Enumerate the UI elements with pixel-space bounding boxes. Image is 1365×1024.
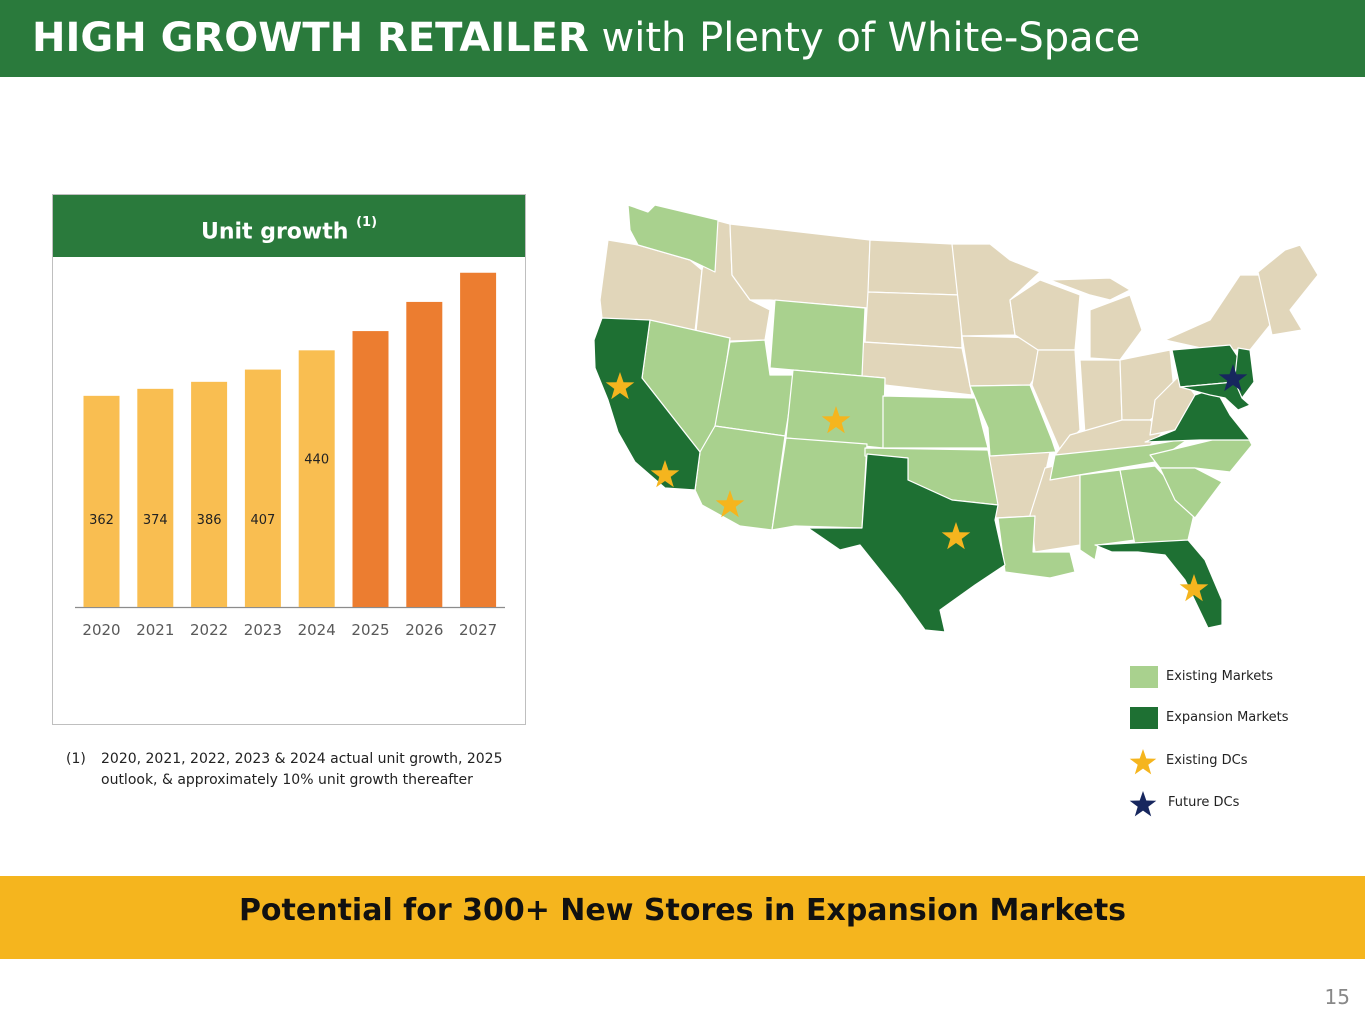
x-tick-label: 2024 <box>298 621 336 639</box>
bar-value-label: 440 <box>304 452 329 467</box>
unit-growth-chart-panel: Unit growth (1) 362 2020 374 2021 386 2022 407… <box>52 194 526 725</box>
x-tick-label: 2021 <box>136 621 174 639</box>
existing-dc-star-fl <box>1179 574 1209 602</box>
state-mt <box>729 223 871 309</box>
dc-markers <box>605 364 1248 602</box>
state-new-england <box>1257 244 1319 336</box>
state-ga <box>1119 465 1196 546</box>
us-market-map <box>593 204 1319 633</box>
bar-2023 <box>244 369 281 607</box>
star-icon <box>1129 749 1157 775</box>
existing-dc-star-az <box>715 490 745 518</box>
state-nm <box>771 437 868 531</box>
state-az <box>694 425 786 531</box>
title-bold: HIGH GROWTH RETAILER <box>32 15 589 61</box>
x-tick-label: 2026 <box>405 621 443 639</box>
title-rest: with Plenty of White-Space <box>588 15 1141 61</box>
x-tick-label: 2027 <box>459 621 497 639</box>
footnote-text: 2020, 2021, 2022, 2023 & 2024 actual uni… <box>101 751 503 788</box>
legend-label: Existing Markets <box>1166 669 1274 684</box>
bar-2020 <box>83 395 120 607</box>
state-wy <box>769 299 866 377</box>
expansion-markets-swatch <box>1130 707 1158 729</box>
state-mi <box>1049 277 1143 361</box>
banner-text: Potential for 300+ New Stores in Expansi… <box>238 893 1127 928</box>
bar-value-label: 386 <box>197 513 222 528</box>
chart-panel-title: Unit growth (1) <box>53 195 525 257</box>
x-tick-label: 2020 <box>82 621 120 639</box>
future-dc-star-mid-atlantic <box>1218 364 1248 392</box>
existing-markets-swatch <box>1130 666 1158 688</box>
legend-label: Existing DCs <box>1166 753 1248 768</box>
state-ks <box>882 395 989 449</box>
state-sc <box>1159 467 1223 519</box>
chart-panel-footnote-ref: (1) <box>356 215 378 230</box>
legend-label: Expansion Markets <box>1166 710 1289 725</box>
state-ca <box>593 317 701 491</box>
state-ny <box>1164 274 1271 351</box>
existing-dc-star-ca-north <box>605 372 635 400</box>
unit-growth-bar-chart: 362 2020 374 2021 386 2022 407 2023 440 2024 2025 2… <box>75 272 505 639</box>
state-sd <box>864 291 963 349</box>
existing-dc-star-co <box>821 406 851 434</box>
bar-2021 <box>137 388 174 607</box>
state-tx <box>807 453 1006 633</box>
chart-panel-title-text: Unit growth <box>200 219 357 245</box>
bar-2022 <box>191 381 228 607</box>
bar-2025 <box>352 331 389 607</box>
bar-2026 <box>406 301 443 607</box>
state-la <box>997 515 1076 579</box>
page-title: HIGH GROWTH RETAILER with Plenty of Whit… <box>32 8 1140 68</box>
x-tick-label: 2025 <box>351 621 389 639</box>
bar-value-label: 407 <box>250 513 275 528</box>
state-fl <box>1094 539 1223 629</box>
bar-2027 <box>460 272 497 607</box>
state-mo <box>969 384 1057 457</box>
footnote-number: (1) <box>66 751 86 767</box>
existing-dc-star-ca-south <box>650 460 680 488</box>
legend-label: Future DCs <box>1168 795 1240 810</box>
star-icon <box>1129 791 1157 817</box>
state-va <box>1144 387 1251 443</box>
bar-value-label: 374 <box>143 513 168 528</box>
x-tick-label: 2022 <box>190 621 228 639</box>
x-tick-label: 2023 <box>244 621 282 639</box>
state-wa <box>627 204 719 273</box>
bar-value-label: 362 <box>89 513 114 528</box>
bottom-banner: Potential for 300+ New Stores in Expansi… <box>0 876 1365 959</box>
bar-2024 <box>298 350 335 607</box>
page-number: 15 <box>1324 985 1350 1009</box>
existing-dc-star-tx <box>941 522 971 550</box>
header-bar: HIGH GROWTH RETAILER with Plenty of Whit… <box>0 0 1365 77</box>
state-nd <box>867 239 961 296</box>
